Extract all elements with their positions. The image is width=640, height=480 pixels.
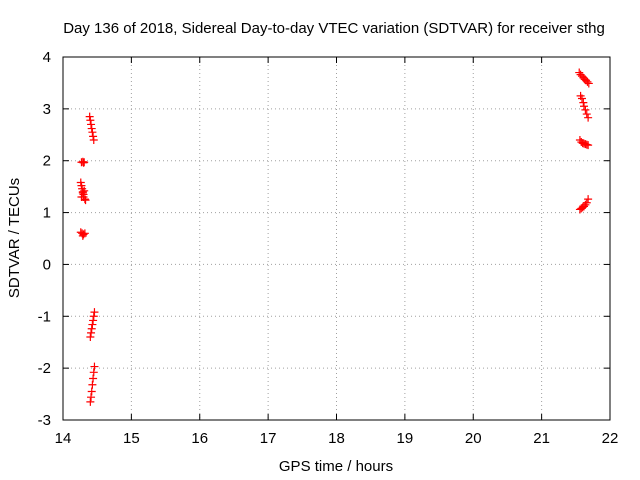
y-tick-label: -1 <box>38 308 51 325</box>
data-point-plus <box>78 188 87 197</box>
data-point-plus <box>87 393 96 402</box>
data-point-plus <box>583 77 592 86</box>
y-tick-label: 2 <box>43 153 51 170</box>
data-point-plus <box>87 387 96 396</box>
data-points <box>76 68 593 406</box>
y-tick-label: 4 <box>43 49 51 66</box>
x-tick-label: 15 <box>123 430 140 447</box>
chart-title: Day 136 of 2018, Sidereal Day-to-day VTE… <box>63 20 605 37</box>
data-point-plus <box>579 98 588 107</box>
data-point-plus <box>582 110 591 119</box>
data-point-plus <box>582 198 591 207</box>
data-point-plus <box>80 158 89 167</box>
y-tick-label: 0 <box>43 256 51 273</box>
data-point-plus <box>581 105 590 114</box>
x-axis-label: GPS time / hours <box>279 458 393 475</box>
x-tick-labels: 14 15 16 17 18 19 20 21 22 <box>55 430 619 447</box>
data-point-plus <box>79 230 88 239</box>
x-tick-label: 21 <box>533 430 550 447</box>
data-point-plus <box>89 316 98 325</box>
y-tick-label: 3 <box>43 101 51 118</box>
data-point-plus <box>584 141 593 150</box>
data-point-plus <box>88 320 97 329</box>
data-point-plus <box>89 132 98 141</box>
x-tick-label: 22 <box>602 430 619 447</box>
data-point-plus <box>77 193 86 202</box>
data-point-plus <box>87 324 96 333</box>
axis-ticks <box>62 56 611 421</box>
y-tick-label: -2 <box>38 360 51 377</box>
data-point-plus <box>81 196 90 205</box>
y-tick-label: -3 <box>38 412 51 429</box>
data-point-plus <box>89 312 98 321</box>
data-point-plus <box>80 195 89 204</box>
data-point-plus <box>89 374 98 383</box>
data-point-plus <box>90 308 99 317</box>
data-point-plus <box>584 195 593 204</box>
data-point-plus <box>577 94 586 103</box>
data-point-plus <box>88 380 97 389</box>
data-point-plus <box>584 79 593 88</box>
y-tick-labels: -3 -2 -1 0 1 2 3 4 <box>38 49 51 429</box>
x-tick-label: 18 <box>328 430 345 447</box>
data-point-plus <box>87 124 96 133</box>
y-axis-label: SDTVAR / TECUs <box>6 178 23 298</box>
data-point-plus <box>90 362 99 371</box>
data-point-plus <box>78 231 87 240</box>
data-point-plus <box>580 102 589 111</box>
data-point-plus <box>86 333 95 342</box>
data-point-plus <box>86 116 95 125</box>
data-point-plus <box>88 128 97 137</box>
x-tick-label: 17 <box>260 430 277 447</box>
data-point-plus <box>85 112 94 121</box>
data-point-plus <box>584 113 593 122</box>
data-point-plus <box>87 120 96 129</box>
data-point-plus <box>80 186 89 195</box>
data-point-plus <box>86 397 95 406</box>
x-tick-label: 16 <box>191 430 208 447</box>
x-tick-label: 14 <box>55 430 72 447</box>
x-tick-label: 20 <box>465 430 482 447</box>
y-tick-label: 1 <box>43 205 51 222</box>
x-tick-label: 19 <box>397 430 414 447</box>
grid-lines <box>63 57 610 420</box>
data-point-plus <box>89 368 98 377</box>
data-point-plus <box>89 135 98 144</box>
data-point-plus <box>87 328 96 337</box>
